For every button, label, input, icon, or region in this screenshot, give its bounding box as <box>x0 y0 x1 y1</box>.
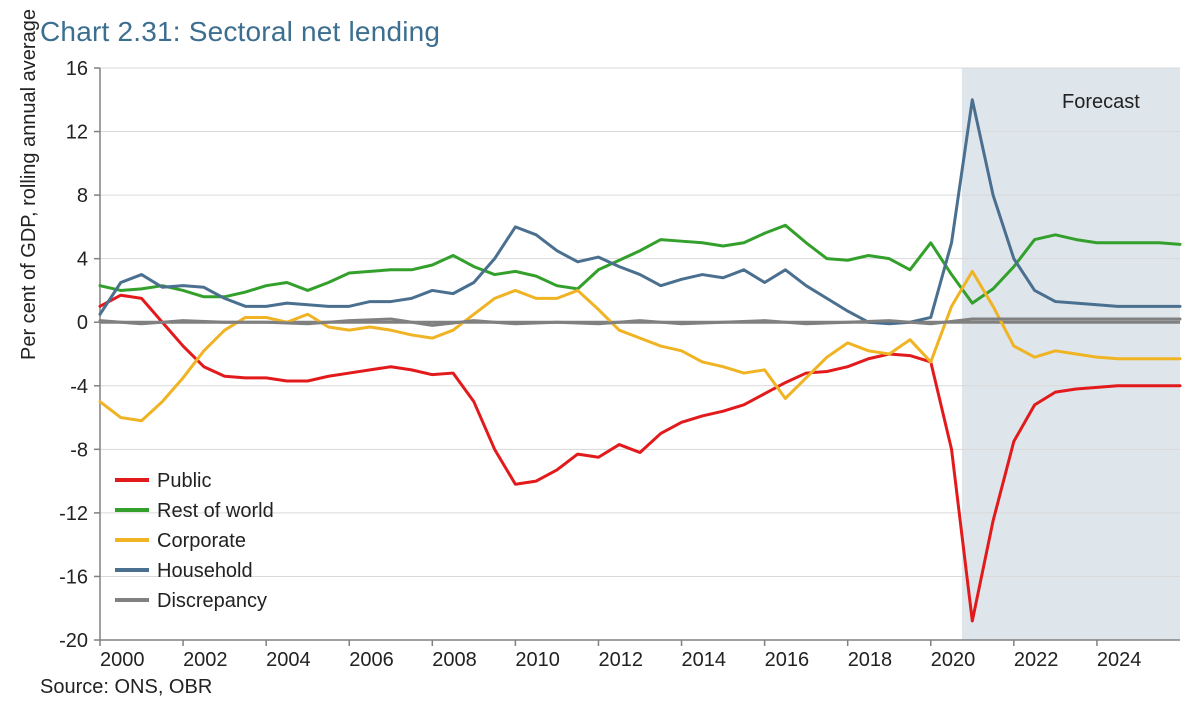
x-tick-label: 2018 <box>848 649 893 671</box>
x-tick-label: 2022 <box>1014 649 1059 671</box>
legend-label: Corporate <box>157 530 246 552</box>
x-tick-label: 2004 <box>266 649 311 671</box>
y-tick-label: 16 <box>66 58 88 80</box>
legend-label: Rest of world <box>157 500 274 522</box>
chart-svg: -20 -16 -12 -8 -4 0 4 8 12 16 2000 2002 2004 2006 2008… <box>0 0 1200 711</box>
y-tick-label: -16 <box>59 566 88 588</box>
legend-label: Public <box>157 470 211 492</box>
y-tick-label: -8 <box>70 439 88 461</box>
x-tick-label: 2000 <box>100 649 145 671</box>
x-tick-label: 2006 <box>349 649 394 671</box>
y-tick-label: -12 <box>59 503 88 525</box>
y-tick-label: 0 <box>77 312 88 334</box>
legend-label: Discrepancy <box>157 590 267 612</box>
forecast-label: Forecast <box>1062 91 1140 113</box>
chart-container: Chart 2.31: Sectoral net lending Per cen… <box>0 0 1200 711</box>
y-tick-label: -4 <box>70 376 88 398</box>
legend-label: Household <box>157 560 253 582</box>
x-tick-label: 2016 <box>765 649 810 671</box>
y-tick-label: 12 <box>66 122 88 144</box>
x-tick-label: 2014 <box>682 649 727 671</box>
x-tick-label: 2024 <box>1097 649 1142 671</box>
y-tick-label: 8 <box>77 185 88 207</box>
x-tick-label: 2008 <box>432 649 477 671</box>
y-tick-label: 4 <box>77 249 88 271</box>
x-tick-label: 2020 <box>931 649 976 671</box>
x-tick-label: 2010 <box>515 649 560 671</box>
x-tick-label: 2002 <box>183 649 228 671</box>
legend: Public Rest of world Corporate Household Dis… <box>115 470 274 612</box>
y-tick-label: -20 <box>59 630 88 652</box>
x-tick-label: 2012 <box>598 649 643 671</box>
